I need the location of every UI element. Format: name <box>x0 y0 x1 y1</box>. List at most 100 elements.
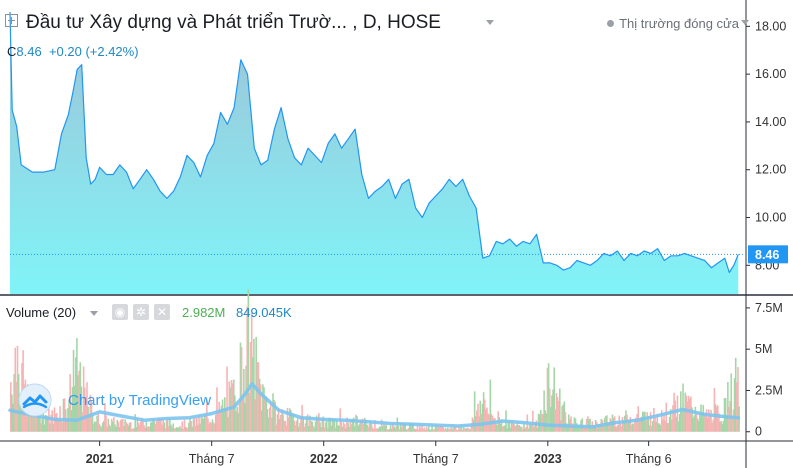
volume-bar <box>184 426 187 432</box>
price-tick-label: 14.00 <box>755 115 786 129</box>
volume-bar <box>299 422 301 432</box>
volume-bar <box>167 426 170 432</box>
volume-bar <box>144 427 147 432</box>
volume-bar <box>398 429 401 432</box>
volume-bar <box>555 393 558 432</box>
volume-bar <box>532 410 534 432</box>
volume-bar <box>278 418 281 432</box>
volume-bar <box>678 414 681 432</box>
volume-bar <box>470 424 473 432</box>
volume-bar <box>118 426 121 432</box>
eye-icon[interactable]: ◉ <box>112 304 128 320</box>
volume-bar <box>178 427 180 432</box>
volume-bar <box>164 428 167 432</box>
volume-bar <box>420 428 422 432</box>
volume-bar <box>302 417 305 432</box>
volume-bar <box>421 424 423 432</box>
volume-bar <box>463 428 466 432</box>
volume-bar <box>427 426 430 432</box>
volume-bar <box>240 347 243 432</box>
volume-bar <box>516 421 519 432</box>
ohlc-change: +0.20 (+2.42%) <box>48 44 139 59</box>
volume-tick-label: 5M <box>755 342 772 356</box>
volume-bar <box>10 382 12 432</box>
volume-bar <box>297 426 300 432</box>
volume-bar <box>632 424 635 432</box>
volume-bar <box>406 429 409 432</box>
volume-bar <box>188 422 190 432</box>
volume-bar <box>686 401 689 432</box>
volume-bar <box>467 427 469 432</box>
volume-bar <box>730 373 733 432</box>
volume-bar <box>308 425 310 432</box>
volume-bar <box>554 409 557 432</box>
volume-bar <box>300 416 302 432</box>
volume-bar <box>592 425 595 432</box>
volume-bar <box>694 406 697 432</box>
market-status: Thị trường đóng cửa <box>607 16 739 31</box>
volume-bar <box>172 423 175 432</box>
volume-bar <box>426 428 429 432</box>
volume-bar <box>312 425 315 432</box>
symbol-dropdown-icon[interactable] <box>486 20 494 25</box>
volume-bar <box>655 422 657 432</box>
close-icon[interactable]: ✕ <box>154 304 170 320</box>
gear-icon[interactable]: ✲ <box>133 304 149 320</box>
volume-bar <box>459 428 461 432</box>
expand-icon[interactable] <box>5 14 18 27</box>
volume-bar <box>444 428 447 432</box>
volume-bar <box>669 409 672 432</box>
volume-bar <box>200 417 203 432</box>
volume-bar <box>197 424 199 432</box>
volume-bar <box>597 428 599 432</box>
volume-bar <box>377 428 380 432</box>
volume-bar <box>667 423 670 432</box>
volume-bar <box>310 421 312 432</box>
volume-bar <box>224 397 226 432</box>
volume-bar <box>394 428 396 432</box>
volume-bar <box>190 421 192 432</box>
volume-bar <box>82 366 85 432</box>
volume-bar <box>582 425 585 432</box>
volume-bar <box>469 429 471 432</box>
volume-bar <box>700 404 702 432</box>
volume-bar <box>645 420 647 432</box>
status-dropdown-icon[interactable] <box>741 20 749 25</box>
volume-bar <box>380 419 383 432</box>
volume-bar <box>365 420 367 432</box>
volume-bar <box>539 410 542 432</box>
volume-bar <box>95 421 97 432</box>
volume-bar <box>619 423 622 432</box>
volume-bar <box>409 424 412 432</box>
volume-bar <box>320 427 322 432</box>
volume-bar <box>99 425 102 432</box>
volume-bar <box>587 416 589 432</box>
volume-bar <box>423 427 426 432</box>
volume-bar <box>227 417 229 432</box>
volume-bar <box>94 421 96 432</box>
volume-bar <box>607 423 609 432</box>
volume-bar <box>352 417 355 432</box>
volume-bar <box>63 398 66 432</box>
volume-bar <box>132 428 134 432</box>
volume-bar <box>425 427 428 432</box>
volume-menu-icon[interactable] <box>90 311 98 316</box>
volume-bar <box>113 417 115 432</box>
volume-bar <box>346 417 348 432</box>
volume-bar <box>76 338 78 432</box>
volume-bar <box>318 413 320 432</box>
volume-bar <box>235 411 237 432</box>
volume-bar <box>343 424 346 432</box>
volume-bar <box>72 349 75 432</box>
volume-bar <box>46 415 49 432</box>
volume-bar <box>104 402 106 432</box>
volume-bar <box>265 396 268 432</box>
volume-bar <box>384 425 386 432</box>
volume-bar <box>535 420 538 432</box>
volume-bar <box>381 425 384 432</box>
volume-bar <box>451 429 454 432</box>
volume-bar <box>593 426 596 432</box>
volume-bar <box>643 412 645 432</box>
volume-bar <box>124 419 126 432</box>
